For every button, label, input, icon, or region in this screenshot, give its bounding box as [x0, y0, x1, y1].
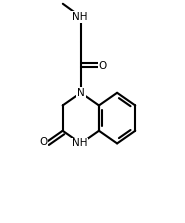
Text: O: O [98, 61, 107, 71]
Text: NH: NH [72, 12, 88, 22]
Text: NH: NH [72, 138, 88, 149]
Text: O: O [39, 136, 47, 147]
Text: N: N [77, 88, 85, 98]
